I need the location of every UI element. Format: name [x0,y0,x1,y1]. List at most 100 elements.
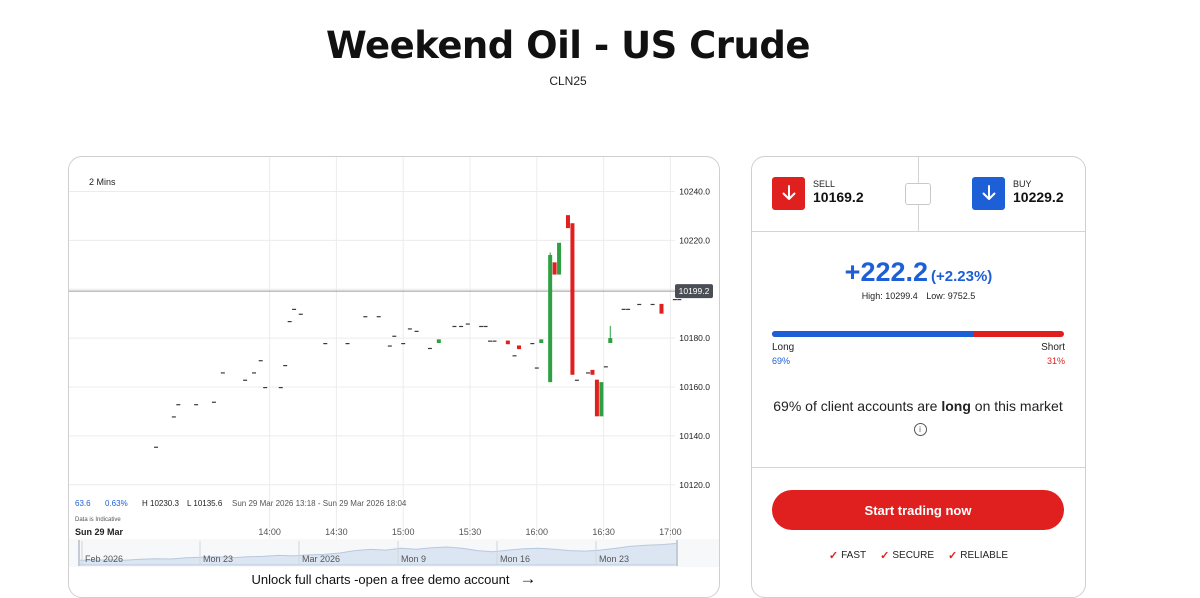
y-tick-label: 10220.0 [679,235,710,245]
candle-body [599,382,604,417]
candle-body [608,338,613,343]
candle [574,379,579,381]
candle-body [479,325,484,328]
candle [677,299,682,301]
candle-body [530,343,535,345]
feature-reliable: RELIABLE [960,550,1009,561]
candle [401,343,406,345]
candle [548,252,553,383]
stat-change-pct: 0.63% [105,499,128,508]
candle-body [505,340,510,345]
feature-item: ✓ SECURE [880,549,934,562]
date-label: Sun 29 Mar [75,527,124,537]
divider [918,157,919,187]
x-tick-label: 15:30 [459,527,482,537]
navigator-right-handle[interactable] [676,540,678,566]
stat-low: L 10135.6 [187,499,223,508]
navigator-left-handle[interactable] [78,540,80,566]
candle-body [459,325,464,328]
candle [650,303,655,306]
candle [590,369,595,375]
navigator-label: Mar 2026 [302,554,340,564]
candle-body [427,347,432,350]
feature-secure: SECURE [892,550,935,561]
candle [516,345,521,350]
feature-item: ✓ RELIABLE [948,549,1008,562]
sentiment-bar [772,331,1064,337]
candle-body [171,416,176,418]
candle-body [650,303,655,306]
price-row: SELL 10169.2 BUY 10229.2 [752,157,1085,231]
candle [171,416,176,418]
candle [263,387,268,389]
candle-body [252,372,257,374]
trade-panel: SELL 10169.2 BUY 10229.2 +222.2 (+2.23%) … [751,156,1086,598]
candle [594,379,599,417]
candle-body [534,367,539,369]
sell-button[interactable]: SELL 10169.2 [772,176,864,210]
page-title: Weekend Oil - US Crude [326,24,810,67]
candle [436,339,441,343]
candle-body [283,365,288,367]
candle-body [574,379,579,381]
candle-body [298,313,303,315]
arrow-down-icon [972,176,1005,210]
candle [427,347,432,350]
candle [452,325,457,328]
check-icon: ✓ [880,550,890,562]
candle [323,343,328,345]
candle [626,308,631,310]
candle [570,223,575,375]
change-percent: (+2.23%) [931,268,993,285]
candle-body [539,339,544,343]
feature-fast: FAST [841,550,867,561]
candle [530,343,535,345]
y-tick-label: 10120.0 [679,480,710,490]
interval-label[interactable]: 2 Mins [89,177,116,187]
client-sentiment-text: 69% of client accounts are long on this … [772,395,1064,439]
candle-body [154,446,159,448]
x-tick-label: 16:00 [526,527,549,537]
candle-body [603,366,608,368]
stat-high: H 10230.3 [142,499,179,508]
candle-body [363,316,368,318]
price-chart[interactable]: 2 Mins 10240.010220.010200.010180.010160… [69,157,719,567]
chart-navigator[interactable]: Feb 2026 Mon 23 Mar 2026 Mon 9 Mon 16 Mon 23 [69,539,719,567]
candle [283,365,288,367]
x-tick-label: 14:00 [258,527,281,537]
candle-body [323,343,328,345]
navigator-label: Mon 23 [599,554,629,564]
candle [278,387,283,389]
sentiment-mid: of client accounts are [805,398,938,414]
candle-body [565,215,570,229]
info-icon[interactable]: i [913,423,927,436]
x-tick-label: 14:30 [325,527,348,537]
unlock-charts-link[interactable]: Unlock full charts -open a free demo acc… [69,567,719,591]
candle-body [637,303,642,306]
buy-button[interactable]: BUY 10229.2 [972,176,1064,210]
x-tick-label: 17:00 [659,527,682,537]
candle-body [586,372,591,374]
day-low: Low: 9752.5 [926,291,976,301]
candle-body [278,387,283,389]
candle-body [243,379,248,381]
candle-body [512,355,517,357]
candle [621,308,626,310]
navigator-label: Mon 16 [500,554,530,564]
data-indicative-note: Data is Indicative [75,517,121,523]
candle [465,323,470,325]
candle [534,367,539,369]
candle-body [414,330,419,332]
candle [479,325,484,328]
candle-body [176,404,181,406]
candle-body [392,335,397,337]
candle-body [258,360,263,362]
start-trading-button[interactable]: Start trading now [772,490,1064,530]
candle [414,330,419,332]
y-tick-label: 10160.0 [679,382,710,392]
sell-label: SELL [813,179,836,190]
candle-body [465,323,470,325]
candle [363,316,368,318]
navigator-label: Feb 2026 [85,554,123,564]
feature-list: ✓ FAST ✓ SECURE ✓ RELIABLE [752,549,1085,562]
